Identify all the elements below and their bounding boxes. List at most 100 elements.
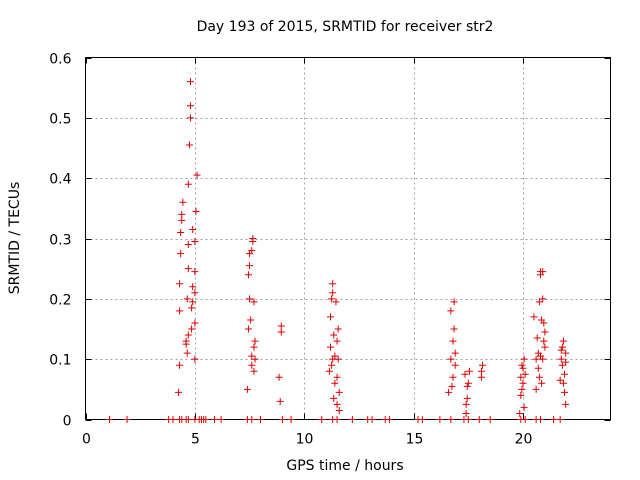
data-point (533, 334, 541, 342)
data-point (557, 355, 565, 363)
data-point (556, 376, 564, 384)
data-point (277, 328, 285, 336)
data-point (330, 394, 338, 402)
data-point (329, 289, 337, 297)
data-point (518, 361, 526, 369)
data-point (445, 388, 453, 396)
data-point (449, 373, 457, 381)
data-point (251, 355, 259, 363)
data-point (538, 379, 546, 387)
data-point (561, 370, 569, 378)
data-point (248, 361, 256, 369)
data-point (521, 416, 529, 423)
data-point (332, 298, 340, 306)
data-point (183, 295, 191, 303)
data-point (550, 416, 558, 423)
data-point (539, 268, 547, 276)
data-point (541, 328, 549, 336)
data-point (187, 102, 194, 110)
data-point (211, 416, 219, 423)
data-point (448, 382, 456, 390)
data-point (249, 238, 257, 246)
y-tick-label: 0.4 (49, 172, 71, 188)
data-point (189, 298, 197, 306)
data-point (184, 265, 192, 273)
data-point (184, 331, 192, 339)
data-point (540, 337, 548, 345)
data-point (450, 325, 458, 333)
data-point (386, 416, 394, 423)
data-point (187, 114, 194, 122)
data-point (335, 406, 343, 414)
data-point (177, 228, 185, 236)
data-point (177, 250, 185, 258)
y-tick-label: 0.5 (49, 112, 71, 128)
data-point (331, 352, 339, 360)
data-point (558, 343, 566, 351)
data-point (184, 416, 192, 423)
x-tick-label: 15 (406, 432, 424, 448)
data-point (418, 416, 426, 423)
data-point (447, 416, 455, 423)
data-point (278, 416, 286, 423)
data-point (532, 385, 540, 393)
data-point (561, 388, 569, 396)
data-point (106, 416, 114, 423)
data-point (333, 400, 341, 408)
data-point (532, 355, 540, 363)
y-tick-label: 0.6 (49, 52, 71, 68)
data-point (465, 367, 473, 375)
data-point (562, 349, 570, 357)
y-tick-label: 0.3 (49, 233, 71, 249)
data-point (539, 295, 547, 303)
data-point (451, 349, 459, 357)
data-point (333, 373, 341, 381)
data-point (520, 403, 528, 411)
x-tick-label: 0 (82, 432, 91, 448)
data-point (184, 241, 192, 249)
data-point (461, 370, 469, 378)
data-point (248, 352, 256, 360)
data-point (331, 379, 339, 387)
data-point (559, 379, 567, 387)
y-tick-label: 0 (63, 414, 72, 430)
data-point (182, 337, 190, 345)
data-point (463, 382, 471, 390)
data-point (176, 307, 184, 315)
data-point (178, 210, 186, 218)
y-tick-label: 0.2 (49, 293, 71, 309)
data-point (477, 373, 485, 381)
data-point (250, 367, 258, 375)
data-point (535, 373, 543, 381)
data-point (521, 370, 529, 378)
data-point (463, 394, 471, 402)
data-point (327, 313, 334, 321)
x-tick-label: 20 (515, 432, 533, 448)
data-point (193, 171, 201, 179)
y-axis-label: SRMTID / TECUs (7, 182, 23, 295)
data-point (189, 225, 197, 233)
data-point (188, 304, 196, 312)
data-point (462, 400, 470, 408)
data-point (557, 346, 565, 354)
data-point (250, 298, 258, 306)
data-point (178, 216, 186, 224)
data-point (333, 337, 341, 345)
data-point (191, 355, 199, 363)
data-point (462, 409, 470, 417)
data-point (334, 325, 342, 333)
data-point (333, 416, 341, 423)
data-point (556, 416, 564, 423)
data-point (188, 325, 196, 333)
data-point (243, 385, 251, 393)
data-point (244, 271, 252, 279)
data-point (486, 416, 494, 423)
data-point (169, 416, 177, 423)
data-point (368, 416, 376, 423)
x-tick-label: 10 (296, 432, 314, 448)
data-point (520, 355, 528, 363)
data-point (248, 416, 256, 423)
data-point (287, 416, 295, 423)
plot-frame (85, 57, 611, 420)
data-point (540, 319, 548, 327)
